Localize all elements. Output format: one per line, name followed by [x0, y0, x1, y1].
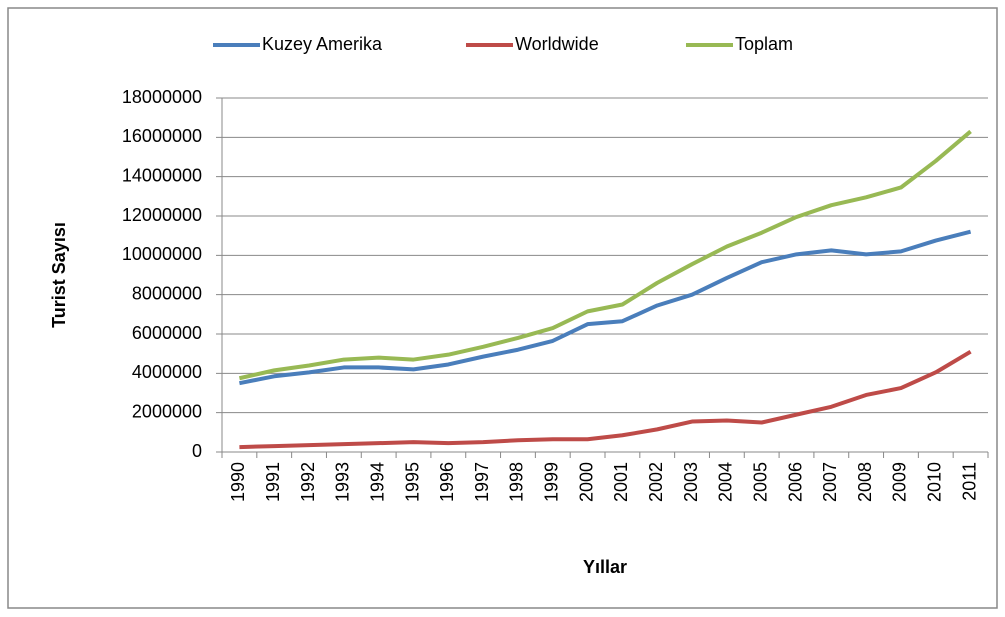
y-tick-label: 8000000: [132, 283, 202, 303]
x-tick-label: 1994: [367, 462, 387, 502]
y-tick-label: 12000000: [122, 205, 202, 225]
x-tick-label: 2010: [925, 462, 945, 502]
x-tick-label: 2011: [959, 462, 979, 501]
y-tick-label: 18000000: [122, 87, 202, 107]
x-tick-label: 2007: [820, 462, 840, 502]
x-tick-label: 1996: [437, 462, 457, 502]
chart-border: [7, 7, 998, 609]
y-axis-label: Turist Sayısı: [49, 222, 69, 328]
y-tick-label: 16000000: [122, 126, 202, 146]
x-tick-label: 2003: [681, 462, 701, 502]
y-tick-label: 6000000: [132, 323, 202, 343]
x-tick-label: 1991: [263, 462, 283, 502]
line-series: [238, 129, 972, 381]
y-tick-label: 4000000: [132, 362, 202, 382]
x-tick-label: 1997: [472, 462, 492, 502]
x-tick-label: 2002: [646, 462, 666, 502]
legend-label: Worldwide: [515, 34, 599, 54]
legend-label: Toplam: [735, 34, 793, 54]
x-tick-label: 1993: [333, 462, 353, 502]
y-tick-label: 14000000: [122, 165, 202, 185]
x-tick-label: 1990: [228, 462, 248, 502]
x-axis-label: Yıllar: [583, 557, 627, 577]
y-tick-label: 2000000: [132, 401, 202, 421]
x-tick-label: 2001: [611, 462, 631, 502]
x-tick-label: 1995: [402, 462, 422, 502]
x-tick-label: 2000: [576, 462, 596, 502]
legend-label: Kuzey Amerika: [262, 34, 383, 54]
y-tick-label: 0: [192, 441, 202, 461]
x-tick-label: 1999: [542, 462, 562, 502]
line-series: [239, 349, 972, 450]
x-tick-label: 2006: [785, 462, 805, 502]
y-tick-label: 10000000: [122, 244, 202, 264]
line-series: [239, 229, 972, 386]
x-tick-label: 2008: [855, 462, 875, 502]
x-tick-label: 2005: [750, 462, 770, 502]
x-tick-label: 1998: [507, 462, 527, 502]
x-tick-label: 2004: [716, 462, 736, 502]
x-tick-label: 2009: [890, 462, 910, 502]
x-tick-label: 1992: [298, 462, 318, 502]
